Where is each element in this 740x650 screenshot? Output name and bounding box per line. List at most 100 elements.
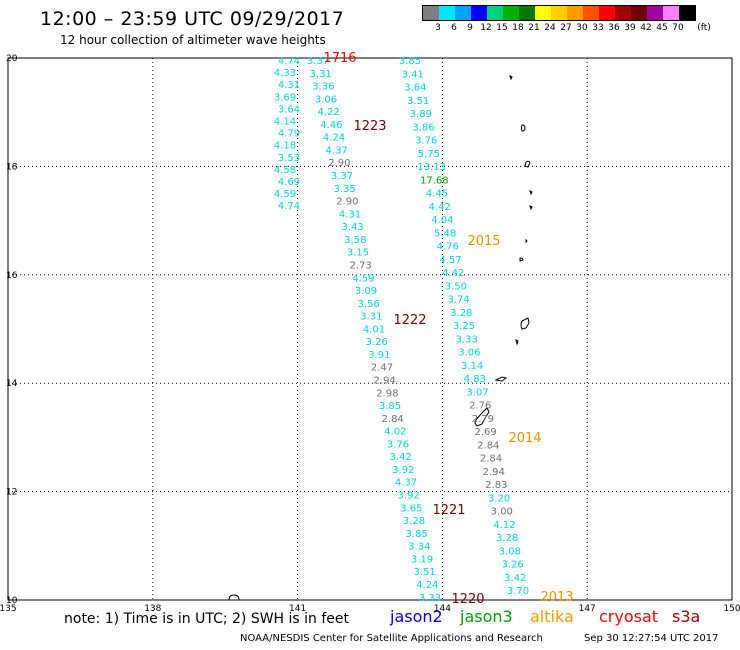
wave-height-value: 2.84 xyxy=(480,454,502,465)
wave-height-value: 3.51 xyxy=(414,567,436,578)
island-outline xyxy=(509,75,513,81)
footer-timestamp: Sep 30 12:27:54 UTC 2017 xyxy=(584,633,719,644)
wave-height-value: 3.85 xyxy=(406,529,428,540)
lat-tick-label: 16 xyxy=(6,271,18,281)
legend-tick-label: 6 xyxy=(451,23,457,33)
wave-height-value: 5.48 xyxy=(434,228,456,239)
wave-height-value: 4.42 xyxy=(429,202,451,213)
legend-swatch xyxy=(439,6,455,20)
legend-swatch xyxy=(487,6,503,20)
wave-height-value: 3.28 xyxy=(450,308,472,319)
wave-height-value: 3.31 xyxy=(310,69,332,80)
wave-height-value: 2.90 xyxy=(328,158,350,169)
legend-tick-label: 27 xyxy=(560,23,572,33)
legend-tick-label: 12 xyxy=(480,23,492,33)
wave-height-value: 2.90 xyxy=(336,197,358,208)
wave-height-value: 3.31 xyxy=(360,312,382,323)
wave-height-value: 4.22 xyxy=(318,107,340,118)
lat-tick-label: 10 xyxy=(6,596,18,606)
island-outline xyxy=(521,124,526,132)
legend-swatch xyxy=(471,6,487,20)
wave-height-value: 2.84 xyxy=(477,440,499,451)
wave-height-value: 2.94 xyxy=(374,376,396,387)
island-outline xyxy=(520,317,530,330)
island-outline xyxy=(529,190,533,196)
wave-height-value: 3.74 xyxy=(447,295,469,306)
legend-swatch xyxy=(647,6,663,20)
wave-height-value: 4.74 xyxy=(278,56,300,67)
color-legend: 3 6 9 12 15 18 21 24 27 30 33 36 39 42 45 70 (ft) xyxy=(422,5,711,35)
wave-height-value: 3.85 xyxy=(379,401,401,412)
page-title: 12:00 – 23:59 UTC 09/29/2017 xyxy=(40,8,345,30)
wave-height-value: 3.58 xyxy=(344,235,366,246)
wave-height-value: 3.28 xyxy=(496,533,518,544)
legend-swatch xyxy=(615,6,631,20)
wave-height-value: 4.33 xyxy=(274,68,296,79)
wave-height-value: 4.01 xyxy=(363,324,385,335)
legend-tick-label: 36 xyxy=(608,23,620,33)
wave-height-value: 3.92 xyxy=(398,491,420,502)
wave-height-value: 3.33 xyxy=(456,334,478,345)
legend-swatch xyxy=(679,6,695,20)
wave-height-value: 4.59 xyxy=(352,273,374,284)
lat-tick-label: 12 xyxy=(6,488,17,498)
wave-height-value: 4.02 xyxy=(384,427,406,438)
wave-height-value: 4.24 xyxy=(416,580,438,591)
island-outline xyxy=(474,407,490,427)
wave-height-value: 4.24 xyxy=(323,133,345,144)
legend-swatch xyxy=(455,6,471,20)
wave-height-value: 4.58 xyxy=(274,165,296,176)
satellite-legend-jason3: jason3 xyxy=(460,607,513,626)
pass-time-label: 2014 xyxy=(508,431,541,446)
wave-height-value: 4.46 xyxy=(320,120,342,131)
wave-height-value: 3.65 xyxy=(400,503,422,514)
wave-height-value: 3.14 xyxy=(461,361,483,372)
legend-tick-label: 42 xyxy=(640,23,652,33)
wave-height-value: 3.69 xyxy=(274,92,296,103)
wave-height-value: 3.37 xyxy=(331,171,353,182)
wave-height-value: 2.69 xyxy=(474,427,496,438)
wave-height-value: 2.73 xyxy=(350,260,372,271)
legend-tick-label: 18 xyxy=(512,23,524,33)
lon-tick-label: 147 xyxy=(579,604,596,614)
wave-height-value: 3.51 xyxy=(407,96,429,107)
wave-height-value: 4.42 xyxy=(442,268,464,279)
legend-tick-label: 15 xyxy=(496,23,508,33)
wave-height-value: 3.06 xyxy=(315,94,337,105)
wave-height-value: 4.83 xyxy=(464,374,486,385)
wave-height-value: 4.45 xyxy=(426,189,448,200)
wave-height-value: 3.86 xyxy=(412,122,434,133)
wave-height-value: 2.47 xyxy=(371,363,393,374)
legend-tick-label: 3 xyxy=(435,23,441,33)
legend-tick-label: 45 xyxy=(656,23,668,33)
island-outline xyxy=(524,160,531,168)
wave-height-value: 3.91 xyxy=(368,350,390,361)
wave-height-value: 3.43 xyxy=(342,222,364,233)
wave-height-value: 4.14 xyxy=(274,117,296,128)
wave-height-value: 3.42 xyxy=(504,573,526,584)
legend-tick-label: 30 xyxy=(576,23,588,33)
wave-height-value: 2.83 xyxy=(485,480,507,491)
legend-tick-label: 33 xyxy=(592,23,604,33)
wave-height-value: 3.26 xyxy=(501,560,523,571)
wave-height-value: 3.26 xyxy=(366,337,388,348)
wave-height-value: 2.84 xyxy=(382,414,404,425)
satellite-legend-s3a: s3a xyxy=(672,607,701,626)
island-outline xyxy=(529,205,533,211)
lon-tick-label: 144 xyxy=(434,604,451,614)
wave-height-value: 3.64 xyxy=(404,83,426,94)
legend-tick-label: 70 xyxy=(672,23,684,33)
map-frame xyxy=(7,57,733,601)
wave-height-value: 3.37 xyxy=(307,56,329,67)
wave-height-value: 3.34 xyxy=(408,542,430,553)
wave-height-value: 3.89 xyxy=(410,109,432,120)
lat-tick-label: 20 xyxy=(6,54,18,64)
satellite-legend-altika: altika xyxy=(530,607,574,626)
wave-height-value: 3.76 xyxy=(415,136,437,147)
pass-time-label: 1716 xyxy=(323,51,356,66)
island-outline xyxy=(494,376,508,382)
wave-height-value: 3.00 xyxy=(491,507,513,518)
wave-height-value: 3.64 xyxy=(278,104,300,115)
wave-height-value: 4.12 xyxy=(493,520,515,531)
